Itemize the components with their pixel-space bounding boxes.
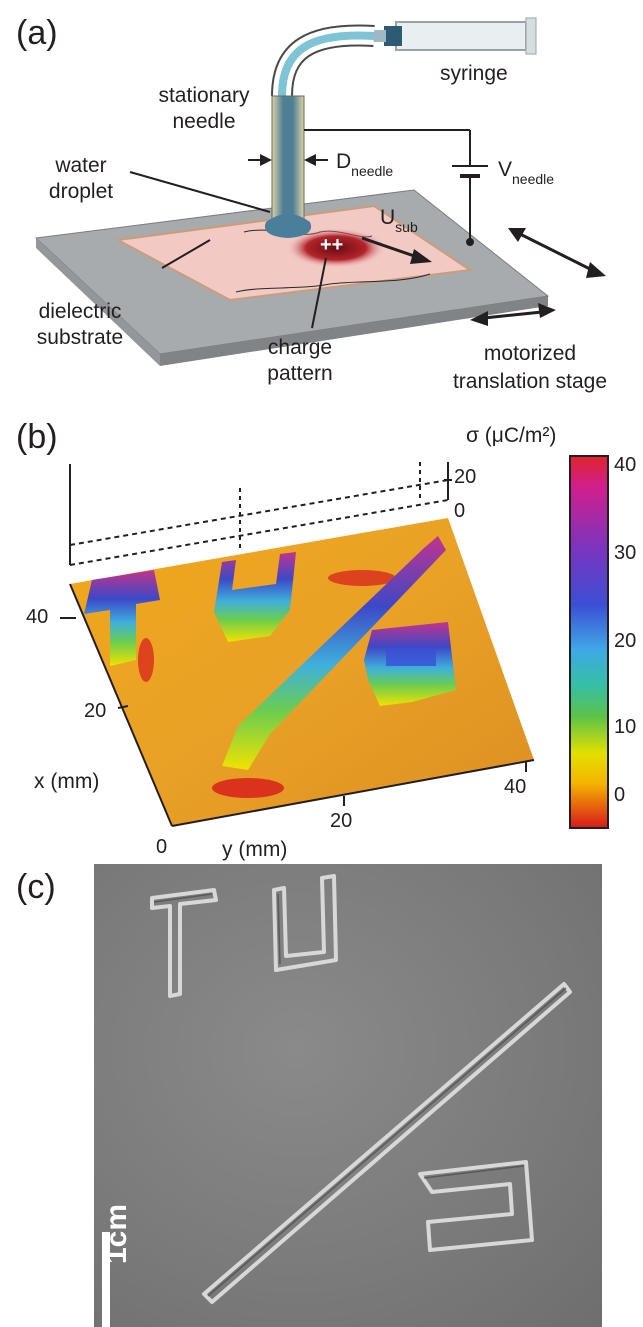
d-needle-main: D	[336, 150, 352, 173]
v-needle-sub: needle	[512, 171, 555, 187]
stationary-needle-label-1: stationary	[158, 84, 250, 107]
syringe-label: syringe	[440, 62, 508, 85]
v-needle-main: V	[498, 158, 513, 181]
stage-side	[160, 296, 548, 366]
panel-c-label: (c)	[16, 868, 56, 906]
dielectric-label-2: substrate	[36, 326, 124, 349]
charge-pattern-spot	[286, 228, 386, 268]
colorbar-tick-20: 20	[614, 630, 637, 652]
colorbar-tick-0: 0	[614, 784, 626, 806]
colorbar-tick-40: 40	[614, 454, 637, 476]
u-sub-main: U	[380, 206, 396, 229]
stage-label-2: translation stage	[452, 370, 608, 393]
d-needle-sub: needle	[351, 163, 394, 179]
water-droplet-label-2: droplet	[48, 180, 114, 203]
stationary-needle-label-2: needle	[172, 110, 236, 133]
trace-diagonal	[202, 982, 572, 1304]
colorbar	[569, 455, 609, 829]
charge-marks: ++	[320, 234, 344, 256]
dielectric-label-1: dielectric	[38, 300, 122, 323]
charge-pattern-label-1: charge	[267, 336, 333, 359]
stage-left-side	[36, 238, 160, 366]
y-tick-40: 40	[504, 776, 527, 798]
u-sub-label: Usub	[380, 206, 418, 235]
z-tick-0: 0	[454, 500, 466, 522]
setup-diagram	[34, 17, 606, 366]
x-axis-label: x (mm)	[34, 770, 100, 793]
trace-letter-u	[272, 874, 338, 972]
photo-letter-traces	[102, 874, 572, 1327]
x-tick-40: 40	[26, 606, 49, 628]
panel-b-label: (b)	[16, 418, 58, 456]
x-tick-0: 0	[156, 836, 168, 858]
trace-letter-t	[150, 888, 218, 998]
y-axis-label: y (mm)	[222, 838, 288, 861]
scale-bar-label: 1cm	[100, 1203, 133, 1264]
z-tick-20: 20	[454, 466, 477, 488]
water-droplet-label-1: water	[55, 154, 107, 177]
photo-panel: 1cm	[94, 864, 602, 1327]
colorbar-tick-10: 10	[614, 716, 637, 738]
scale-bar	[102, 1232, 110, 1327]
colorbar-tick-30: 30	[614, 542, 637, 564]
stage-label-1: motorized	[483, 342, 577, 365]
surface-letter-u	[214, 552, 296, 642]
y-tick-20: 20	[330, 810, 353, 832]
syringe-icon	[372, 17, 537, 55]
water-droplet-shape	[264, 214, 312, 238]
panel-a-label: (a)	[16, 14, 58, 52]
surface-plot	[60, 455, 609, 829]
charge-pattern-label-2: pattern	[267, 362, 333, 385]
trace-letter-e	[418, 1160, 534, 1252]
surface-letter-t	[84, 570, 160, 666]
x-tick-20: 20	[84, 700, 107, 722]
colorbar-title: σ (μC/m²)	[466, 424, 557, 447]
u-sub-sub: sub	[395, 219, 418, 235]
surface-ridge-diagonal	[222, 536, 446, 770]
d-needle-label: Dneedle	[336, 150, 393, 179]
v-needle-label: Vneedle	[498, 158, 554, 187]
